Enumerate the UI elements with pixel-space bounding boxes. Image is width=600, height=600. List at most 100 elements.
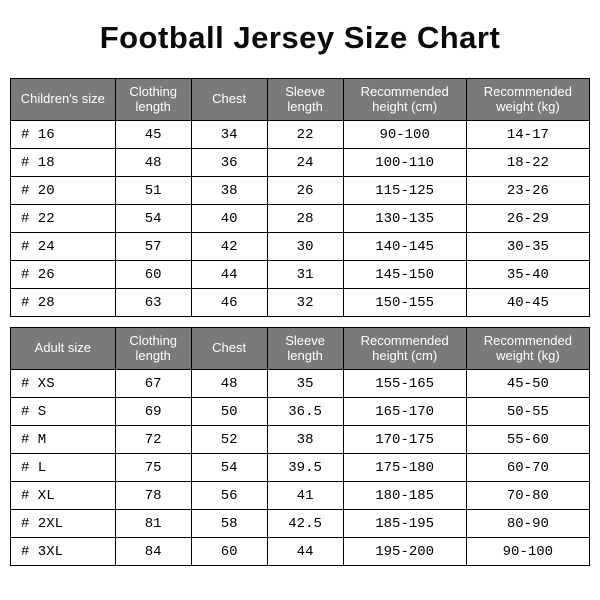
cell-height: 115-125 (343, 177, 466, 205)
cell-len: 54 (115, 205, 191, 233)
table-row: # S695036.5165-17050-55 (11, 398, 590, 426)
cell-size: # 18 (11, 149, 116, 177)
cell-len: 45 (115, 121, 191, 149)
col-rec-height: Recommended height (cm) (343, 79, 466, 121)
cell-weight: 50-55 (466, 398, 589, 426)
cell-weight: 60-70 (466, 454, 589, 482)
table-row: # 18483624100-11018-22 (11, 149, 590, 177)
cell-size: # S (11, 398, 116, 426)
cell-len: 57 (115, 233, 191, 261)
cell-chest: 34 (191, 121, 267, 149)
cell-len: 63 (115, 289, 191, 317)
col-children-size: Children's size (11, 79, 116, 121)
cell-size: # 16 (11, 121, 116, 149)
col-chest: Chest (191, 328, 267, 370)
cell-height: 155-165 (343, 370, 466, 398)
cell-height: 165-170 (343, 398, 466, 426)
cell-weight: 30-35 (466, 233, 589, 261)
cell-weight: 90-100 (466, 538, 589, 566)
cell-size: # M (11, 426, 116, 454)
cell-sleeve: 24 (267, 149, 343, 177)
cell-weight: 55-60 (466, 426, 589, 454)
cell-len: 51 (115, 177, 191, 205)
cell-chest: 56 (191, 482, 267, 510)
cell-height: 100-110 (343, 149, 466, 177)
cell-weight: 14-17 (466, 121, 589, 149)
col-rec-height: Recommended height (cm) (343, 328, 466, 370)
cell-size: # 28 (11, 289, 116, 317)
adult-header-row: Adult size Clothing length Chest Sleeve … (11, 328, 590, 370)
children-header-row: Children's size Clothing length Chest Sl… (11, 79, 590, 121)
cell-sleeve: 44 (267, 538, 343, 566)
cell-sleeve: 32 (267, 289, 343, 317)
cell-chest: 60 (191, 538, 267, 566)
table-row: # XL785641180-18570-80 (11, 482, 590, 510)
table-row: # M725238170-17555-60 (11, 426, 590, 454)
cell-len: 75 (115, 454, 191, 482)
cell-height: 180-185 (343, 482, 466, 510)
cell-height: 195-200 (343, 538, 466, 566)
cell-sleeve: 36.5 (267, 398, 343, 426)
table-row: # 28634632150-15540-45 (11, 289, 590, 317)
section-gap (11, 317, 590, 328)
col-rec-weight: Recommended weight (kg) (466, 328, 589, 370)
cell-chest: 38 (191, 177, 267, 205)
cell-len: 72 (115, 426, 191, 454)
col-clothing-length: Clothing length (115, 328, 191, 370)
cell-weight: 70-80 (466, 482, 589, 510)
cell-sleeve: 28 (267, 205, 343, 233)
table-row: # 1645342290-10014-17 (11, 121, 590, 149)
cell-size: # 26 (11, 261, 116, 289)
table-row: # 22544028130-13526-29 (11, 205, 590, 233)
col-sleeve-length: Sleeve length (267, 328, 343, 370)
table-row: # 24574230140-14530-35 (11, 233, 590, 261)
col-rec-weight: Recommended weight (kg) (466, 79, 589, 121)
table-row: # 3XL846044195-20090-100 (11, 538, 590, 566)
col-clothing-length: Clothing length (115, 79, 191, 121)
cell-len: 81 (115, 510, 191, 538)
cell-size: # XS (11, 370, 116, 398)
cell-height: 150-155 (343, 289, 466, 317)
cell-weight: 18-22 (466, 149, 589, 177)
cell-weight: 23-26 (466, 177, 589, 205)
cell-weight: 45-50 (466, 370, 589, 398)
cell-sleeve: 39.5 (267, 454, 343, 482)
cell-weight: 26-29 (466, 205, 589, 233)
cell-sleeve: 22 (267, 121, 343, 149)
table-row: # L755439.5175-18060-70 (11, 454, 590, 482)
cell-len: 69 (115, 398, 191, 426)
cell-chest: 48 (191, 370, 267, 398)
col-adult-size: Adult size (11, 328, 116, 370)
cell-height: 175-180 (343, 454, 466, 482)
cell-chest: 58 (191, 510, 267, 538)
cell-size: # XL (11, 482, 116, 510)
cell-size: # 20 (11, 177, 116, 205)
cell-chest: 54 (191, 454, 267, 482)
cell-weight: 35-40 (466, 261, 589, 289)
cell-chest: 36 (191, 149, 267, 177)
cell-height: 185-195 (343, 510, 466, 538)
col-chest: Chest (191, 79, 267, 121)
cell-chest: 46 (191, 289, 267, 317)
cell-len: 78 (115, 482, 191, 510)
cell-chest: 44 (191, 261, 267, 289)
cell-weight: 40-45 (466, 289, 589, 317)
cell-chest: 40 (191, 205, 267, 233)
cell-chest: 42 (191, 233, 267, 261)
cell-sleeve: 41 (267, 482, 343, 510)
cell-sleeve: 42.5 (267, 510, 343, 538)
table-row: # 20513826115-12523-26 (11, 177, 590, 205)
cell-size: # 2XL (11, 510, 116, 538)
cell-weight: 80-90 (466, 510, 589, 538)
chart-title: Football Jersey Size Chart (10, 20, 590, 56)
cell-height: 170-175 (343, 426, 466, 454)
table-row: # 26604431145-15035-40 (11, 261, 590, 289)
col-sleeve-length: Sleeve length (267, 79, 343, 121)
cell-height: 145-150 (343, 261, 466, 289)
size-chart-table: Children's size Clothing length Chest Sl… (10, 78, 590, 566)
cell-chest: 52 (191, 426, 267, 454)
cell-size: # 3XL (11, 538, 116, 566)
cell-height: 140-145 (343, 233, 466, 261)
cell-size: # 24 (11, 233, 116, 261)
cell-size: # 22 (11, 205, 116, 233)
